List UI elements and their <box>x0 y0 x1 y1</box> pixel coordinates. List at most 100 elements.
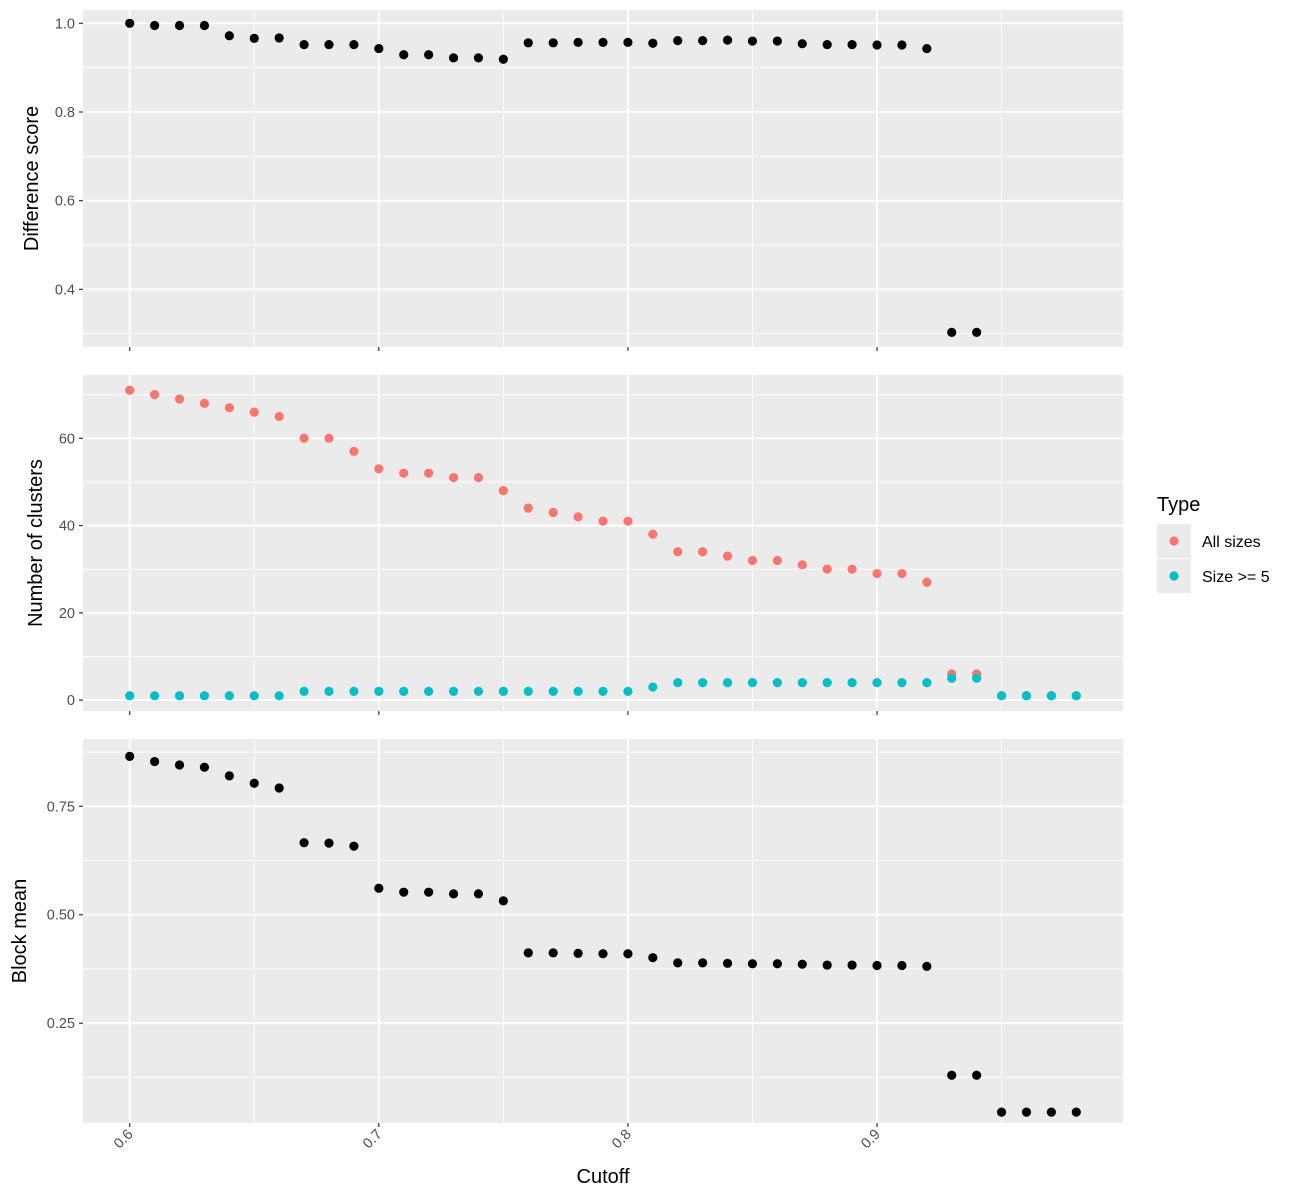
panel-background <box>83 375 1123 711</box>
y-tick-label: 60 <box>59 431 75 447</box>
data-point <box>399 468 409 478</box>
y-tick-label: 1.0 <box>55 16 75 32</box>
data-point <box>972 327 982 337</box>
data-point <box>199 691 210 701</box>
data-point <box>598 949 608 959</box>
data-point <box>150 756 160 767</box>
data-point <box>523 503 533 513</box>
x-tick-label: 0.7 <box>360 1127 386 1153</box>
y-axis-title: Number of clusters <box>25 459 47 627</box>
data-point <box>972 673 982 683</box>
data-point <box>324 838 334 848</box>
data-point <box>424 50 434 60</box>
x-tick-label: 0.9 <box>858 1127 884 1153</box>
data-point <box>349 841 359 851</box>
data-point <box>150 390 160 400</box>
data-point <box>673 678 683 688</box>
data-point <box>996 691 1007 701</box>
data-point <box>698 547 708 557</box>
data-point <box>473 889 484 899</box>
data-point <box>772 555 782 566</box>
data-point <box>498 54 508 64</box>
legend-key-all-sizes <box>1169 536 1179 546</box>
data-point <box>125 691 135 701</box>
data-point <box>399 50 409 60</box>
data-point <box>399 686 409 696</box>
data-point <box>822 678 832 688</box>
data-point <box>274 33 284 43</box>
data-point <box>797 959 807 969</box>
data-point <box>847 960 857 970</box>
data-point <box>922 961 932 971</box>
data-point <box>174 20 185 31</box>
data-point <box>150 691 160 701</box>
data-point <box>448 472 459 483</box>
data-point <box>548 686 558 696</box>
y-tick-label: 0.4 <box>55 282 75 298</box>
data-point <box>673 547 683 557</box>
data-point <box>996 1107 1007 1117</box>
data-point <box>349 39 359 50</box>
data-point <box>424 887 434 897</box>
data-point <box>573 686 583 696</box>
data-point <box>125 18 135 28</box>
data-point <box>648 529 658 539</box>
data-point <box>299 433 309 443</box>
data-point <box>698 678 708 688</box>
data-point <box>623 949 633 959</box>
data-point <box>747 678 758 688</box>
x-tick-label: 0.8 <box>609 1127 635 1153</box>
data-point <box>1071 691 1081 701</box>
data-point <box>623 686 633 696</box>
data-point <box>822 564 832 574</box>
y-tick-label: 40 <box>59 519 75 535</box>
data-point <box>498 686 508 696</box>
data-point <box>922 577 932 587</box>
y-axis-title: Block mean <box>9 879 31 984</box>
data-point <box>847 678 857 688</box>
data-point <box>150 20 160 31</box>
data-point <box>249 33 259 43</box>
data-point <box>598 37 608 47</box>
data-point <box>125 385 135 395</box>
data-point <box>922 678 932 688</box>
data-point <box>299 686 309 696</box>
data-point <box>722 958 733 968</box>
data-point <box>822 39 832 50</box>
data-point <box>249 778 259 788</box>
data-point <box>374 43 384 54</box>
data-point <box>648 682 658 692</box>
data-point <box>573 948 583 958</box>
x-axis-title: Cutoff <box>577 1166 630 1188</box>
data-point <box>698 35 708 46</box>
data-point <box>797 678 807 688</box>
data-point <box>473 53 484 63</box>
data-point <box>698 958 708 968</box>
data-point <box>573 37 583 47</box>
data-point <box>299 39 309 50</box>
data-point <box>448 889 459 899</box>
data-point <box>1021 691 1032 701</box>
data-point <box>424 686 434 696</box>
data-point <box>523 948 533 958</box>
data-point <box>747 959 758 969</box>
data-point <box>125 751 135 761</box>
data-point <box>897 678 907 688</box>
data-point <box>548 38 558 48</box>
data-point <box>548 948 558 958</box>
data-point <box>523 38 533 48</box>
data-point <box>598 516 608 526</box>
data-point <box>673 958 683 968</box>
data-point <box>947 1070 957 1080</box>
data-point <box>174 691 185 701</box>
data-point <box>648 953 658 963</box>
y-tick-label: 0.50 <box>47 908 75 924</box>
legend-label-all-sizes: All sizes <box>1202 534 1261 551</box>
data-point <box>374 883 384 893</box>
panel-3: 0.25 0.50 0.75 0.6 0.7 0.8 0.9 Block mean <box>9 739 1123 1152</box>
data-point <box>722 678 733 688</box>
data-point <box>872 568 882 579</box>
data-point <box>947 673 957 683</box>
data-point <box>598 686 608 696</box>
